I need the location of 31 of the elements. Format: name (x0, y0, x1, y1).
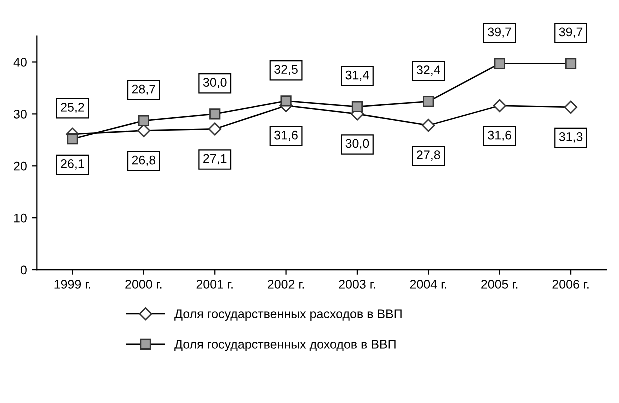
x-tick-label: 2000 г. (126, 280, 162, 289)
y-tick-label: 0 (20, 266, 27, 275)
data-label: 31,6 (488, 130, 512, 142)
x-tick-label: 2006 г. (552, 280, 589, 289)
data-label: 27,1 (204, 154, 227, 165)
x-tick-label: 2005 г. (482, 280, 518, 289)
data-label: 39,7 (559, 28, 583, 38)
x-tick-label: 2001 г. (196, 280, 233, 289)
data-label: 31,6 (274, 130, 298, 142)
data-label: 26,8 (132, 156, 156, 166)
legend-label: Доля государственных расходов в ВВП (174, 310, 402, 321)
data-label: 31,4 (346, 70, 370, 82)
y-tick-label: 30 (14, 110, 27, 119)
data-label: 25,2 (61, 103, 84, 114)
data-label: 32,5 (274, 65, 298, 76)
x-tick-label: 2002 г. (268, 280, 304, 289)
x-tick-label: 2004 г. (410, 280, 446, 289)
y-tick-label: 40 (14, 58, 27, 67)
y-tick-label: 20 (14, 162, 27, 171)
x-tick-label: 1999 г. (54, 280, 90, 289)
data-label: 30,0 (346, 139, 370, 150)
y-tick-label: 10 (14, 214, 27, 223)
data-label: 39,7 (488, 28, 512, 38)
data-label: 31,3 (559, 132, 583, 143)
x-tick-label: 2003 г. (339, 280, 376, 289)
data-label: 32,4 (416, 66, 440, 76)
data-label: 26,1 (61, 160, 84, 170)
data-label: 28,7 (132, 84, 156, 96)
data-label: 30,0 (203, 78, 227, 88)
legend-label: Доля государственных доходов в ВВП (174, 340, 396, 352)
data-label: 27,8 (417, 150, 440, 161)
